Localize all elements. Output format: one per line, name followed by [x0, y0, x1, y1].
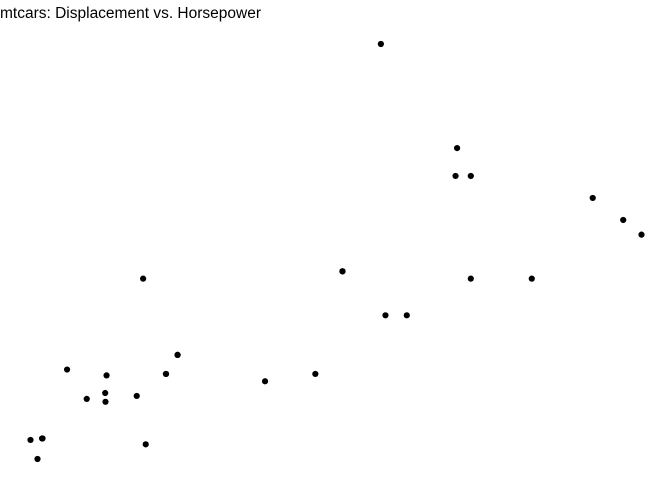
data-point [142, 441, 149, 448]
data-point [39, 435, 46, 442]
data-point [261, 378, 269, 385]
data-point [638, 231, 645, 238]
data-point [403, 312, 410, 319]
data-point [377, 40, 384, 48]
chart-title: mtcars: Displacement vs. Horsepower [0, 5, 261, 22]
points-layer [27, 40, 645, 463]
data-point [102, 389, 109, 397]
data-point [382, 312, 389, 319]
data-point [103, 372, 110, 379]
data-point [83, 395, 90, 402]
data-point [339, 268, 346, 275]
data-point [34, 455, 41, 463]
data-point [620, 216, 627, 224]
data-point [63, 366, 71, 373]
data-point [467, 172, 474, 180]
data-point [452, 172, 459, 180]
data-point [140, 275, 147, 282]
data-point [312, 370, 319, 378]
data-point [174, 351, 181, 358]
data-point [467, 275, 474, 282]
data-point [102, 398, 109, 405]
data-point [453, 145, 461, 152]
data-point [133, 392, 140, 400]
data-point [589, 194, 596, 202]
data-point [528, 275, 535, 282]
data-point [27, 436, 34, 444]
data-point [162, 370, 170, 378]
